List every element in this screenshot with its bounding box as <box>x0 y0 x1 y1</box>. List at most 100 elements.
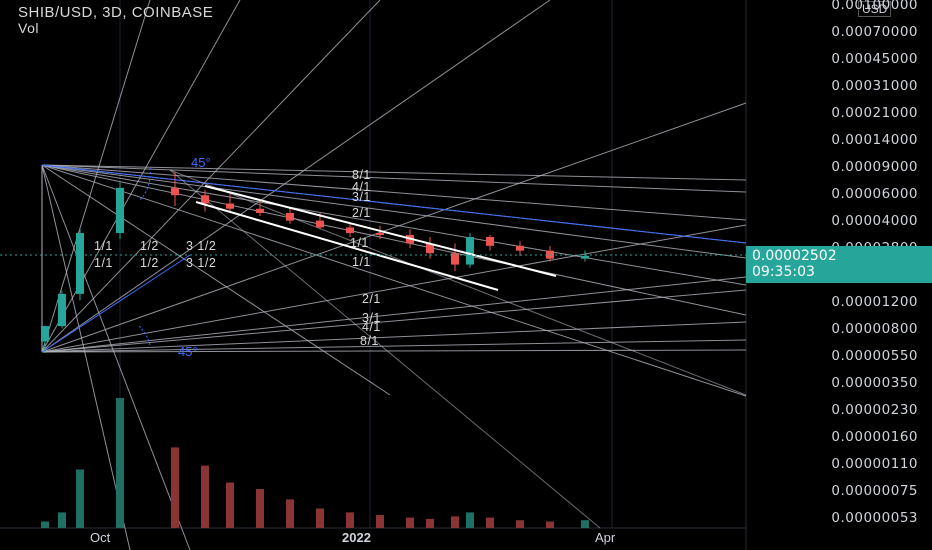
volume-bar <box>316 508 324 528</box>
volume-bar <box>201 465 209 528</box>
volume-bar <box>376 515 384 528</box>
gann-label-left-1-1-b: 1/1 <box>94 256 113 270</box>
channel-lower <box>195 201 499 291</box>
candle-body <box>516 245 524 251</box>
fan-line <box>41 349 747 353</box>
fan-line <box>41 164 191 550</box>
volume-bars <box>41 398 589 528</box>
fan-45-line-top <box>41 164 747 244</box>
price-tick-label: 0.00000053 <box>831 510 918 526</box>
volume-bar <box>171 447 179 528</box>
gann-label-2-1-upper: 2/1 <box>352 206 371 220</box>
gann-label-1-1-b: 1/1 <box>352 255 371 269</box>
gann-label-1-1-a: 1/1 <box>350 236 369 250</box>
currency-badge[interactable]: USD <box>858 1 892 17</box>
fan-line <box>41 0 381 353</box>
fan-line <box>41 289 747 353</box>
x-label-2022: 2022 <box>342 530 371 545</box>
fan-line <box>169 169 601 529</box>
angle-arc-bottom <box>137 324 151 346</box>
volume-bar <box>546 521 554 528</box>
volume-bar <box>226 482 234 528</box>
gann-label-left-1-2-b: 1/2 <box>140 256 159 270</box>
candle-body <box>466 237 474 265</box>
gann-label-3-1-2-top: 3 1/2 <box>186 239 217 253</box>
fan-line <box>41 0 551 353</box>
price-tick-label: 0.00000110 <box>831 456 918 472</box>
fan-45-line-bottom <box>41 254 191 353</box>
candle-body <box>316 220 324 228</box>
candle-body <box>76 233 84 294</box>
price-tick-label: 0.00070000 <box>831 24 918 40</box>
symbol-title: SHIB/USD, 3D, COINBASE <box>18 4 214 21</box>
angle-arc-top <box>139 167 151 201</box>
gann-label-left-1-2-a: 1/2 <box>140 239 159 253</box>
candle-body <box>171 187 179 196</box>
candle-body <box>226 203 234 209</box>
volume-bar <box>116 398 124 528</box>
fan-line <box>41 321 747 353</box>
price-tick-label: 0.00000230 <box>831 402 918 418</box>
volume-bar <box>76 469 84 528</box>
price-tick-label: 0.00000800 <box>831 321 918 337</box>
x-label-oct: Oct <box>90 530 111 545</box>
gann-label-3-1-2-bottom: 3 1/2 <box>186 256 217 270</box>
gann-label-3-1-lower: 3/1 <box>362 311 381 325</box>
fan-line <box>41 339 747 353</box>
volume-bar <box>466 512 474 528</box>
volume-bar <box>256 489 264 528</box>
gann-label-8-1-lower: 8/1 <box>360 334 379 348</box>
x-label-apr: Apr <box>595 530 616 545</box>
current-price-value: 0.00002502 <box>752 248 837 264</box>
price-tick-label: 0.00000160 <box>831 429 918 445</box>
price-tick-label: 0.00000350 <box>831 375 918 391</box>
gann-label-3-1-upper: 3/1 <box>352 190 371 204</box>
price-tick-label: 0.00100000 <box>831 0 918 13</box>
fan-line <box>41 164 747 221</box>
current-price-badge: 0.00002502 09:35:03 <box>746 246 932 283</box>
price-tick-label: 0.00001200 <box>831 294 918 310</box>
price-tick-label: 0.00000075 <box>831 483 918 499</box>
angle-label-bottom: 45° <box>178 344 198 359</box>
gann-label-4-1-lower: 4/1 <box>362 320 381 334</box>
trend-channel[interactable] <box>195 185 557 291</box>
volume-bar <box>406 517 414 528</box>
gann-label-4-1-upper: 4/1 <box>352 180 371 194</box>
candle-body <box>286 212 294 221</box>
candle-body <box>256 208 264 213</box>
candle-body <box>426 243 434 254</box>
candle-body <box>486 237 494 246</box>
volume-indicator-label[interactable]: Vol <box>18 20 39 36</box>
volume-bar <box>451 516 459 528</box>
chart-header: SHIB/USD, 3D, COINBASE Vol <box>18 4 213 36</box>
candle-body <box>346 227 354 234</box>
channel-upper <box>204 185 557 277</box>
fan-line <box>41 164 747 286</box>
candle-body <box>58 293 66 327</box>
candle-body <box>116 187 124 234</box>
price-tick-label: 0.00009000 <box>831 159 918 175</box>
price-tick-label: 0.00014000 <box>831 132 918 148</box>
price-tick-label: 0.00045000 <box>831 51 918 67</box>
price-tick-label: 0.00006000 <box>831 186 918 202</box>
price-tick-label: 0.00004000 <box>831 213 918 229</box>
price-tick-label: 0.00031000 <box>831 78 918 94</box>
volume-bar <box>426 518 434 528</box>
fan-line <box>169 169 747 396</box>
gann-label-2-1-lower: 2/1 <box>362 292 381 306</box>
fan-line <box>41 164 747 193</box>
gann-label-8-1-upper: 8/1 <box>352 168 371 182</box>
volume-bar <box>581 520 589 528</box>
price-tick-label: 0.00021000 <box>831 105 918 121</box>
fan-line <box>41 164 131 550</box>
volume-bar <box>41 521 49 528</box>
fan-line <box>41 276 747 353</box>
candle-body <box>201 195 209 204</box>
fan-line <box>41 0 151 353</box>
volume-bar <box>346 512 354 528</box>
price-tick-label: 0.00000550 <box>831 348 918 364</box>
gann-fan[interactable] <box>41 0 747 550</box>
fan-line <box>41 164 747 181</box>
